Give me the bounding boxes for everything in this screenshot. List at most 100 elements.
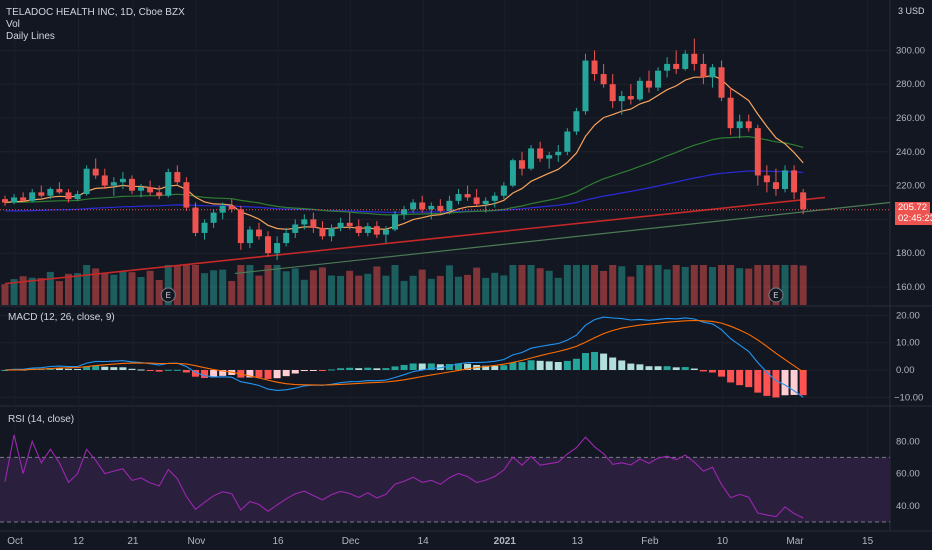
- volume-bar: [391, 265, 399, 305]
- price-tick-label: 300.00: [896, 45, 925, 56]
- candle-body: [727, 97, 734, 129]
- volume-bar: [636, 265, 644, 305]
- macd-histogram-bar: [400, 364, 408, 370]
- macd-histogram-bar: [164, 369, 172, 371]
- candle-body: [555, 151, 562, 156]
- candle-body: [128, 178, 135, 191]
- volume-bar: [654, 265, 662, 305]
- volume-bar: [74, 273, 82, 305]
- earnings-marker-icon: [160, 287, 176, 303]
- macd-histogram-bar: [681, 367, 689, 370]
- volume-bar: [473, 267, 481, 305]
- candle-body: [201, 222, 208, 233]
- macd-tick-label: −10.00: [894, 392, 923, 403]
- macd-histogram-bar: [291, 370, 299, 374]
- volume-bar: [155, 280, 163, 305]
- candle-body: [763, 175, 770, 183]
- rsi-line: [4, 434, 804, 519]
- price-tick-label: 280.00: [896, 79, 925, 90]
- candle-body: [246, 229, 253, 244]
- candle-body: [718, 67, 725, 98]
- macd-histogram-bar: [745, 370, 753, 388]
- macd-histogram-bar: [718, 370, 726, 377]
- volume-bar: [228, 281, 236, 305]
- candle-body: [156, 192, 163, 196]
- volume-bar: [382, 275, 390, 305]
- macd-histogram-bar: [173, 369, 181, 371]
- macd-histogram-bar: [309, 370, 317, 371]
- candle-body: [537, 148, 544, 159]
- time-tick-label: 14: [418, 536, 430, 547]
- candle-body: [165, 172, 172, 196]
- macd-histogram-bar: [119, 367, 127, 370]
- volume-bar: [609, 265, 617, 305]
- candle-body: [174, 172, 181, 183]
- volume-bar: [282, 271, 290, 305]
- volume-bar: [536, 268, 544, 305]
- volume-bar: [373, 266, 381, 305]
- candle-body: [473, 197, 480, 205]
- volume-bar: [799, 265, 807, 305]
- macd-histogram-bar: [246, 370, 254, 378]
- macd-histogram-bar: [600, 353, 608, 370]
- candle-body: [736, 121, 743, 129]
- macd-histogram-bar: [364, 367, 372, 370]
- candle-body: [119, 178, 126, 183]
- time-tick-label: 15: [862, 536, 874, 547]
- candle-body: [29, 192, 36, 201]
- macd-histogram-bar: [191, 370, 199, 377]
- macd-tick-label: 10.00: [896, 338, 920, 349]
- macd-histogram-bar: [210, 370, 218, 378]
- volume-bar: [527, 265, 535, 305]
- candle-body: [147, 187, 154, 193]
- countdown-tag: 02:45:23: [895, 213, 932, 225]
- macd-histogram-bar: [763, 370, 771, 396]
- macd-histogram-bar: [754, 370, 762, 393]
- macd-histogram-bar: [391, 366, 399, 370]
- candle-body: [255, 229, 262, 237]
- macd-histogram-bar: [518, 362, 526, 370]
- macd-label: MACD (12, 26, close, 9): [8, 312, 115, 323]
- macd-histogram-bar: [436, 364, 444, 370]
- time-tick-label: 21: [127, 536, 139, 547]
- candle-body: [772, 182, 779, 189]
- macd-histogram-bar: [727, 370, 735, 383]
- candle-body: [110, 182, 117, 186]
- macd-histogram-bar: [318, 370, 326, 371]
- candle-body: [373, 226, 380, 235]
- volume-bar: [645, 265, 653, 305]
- volume-bar: [518, 265, 526, 305]
- time-tick-label: Oct: [7, 536, 23, 547]
- volume-bar: [46, 271, 54, 305]
- macd-histogram-bar: [636, 364, 644, 370]
- macd-histogram-bar: [545, 361, 553, 370]
- candle-body: [301, 219, 308, 225]
- time-tick-label: 16: [272, 536, 284, 547]
- volume-bar: [554, 277, 562, 305]
- macd-histogram-bar: [500, 365, 508, 370]
- volume-bar: [128, 272, 136, 305]
- volume-bar: [318, 267, 326, 305]
- candle-body: [265, 236, 272, 254]
- candle-body: [292, 224, 299, 233]
- macd-histogram-bar: [382, 368, 390, 370]
- candle-body: [138, 187, 145, 191]
- candle-body: [591, 60, 598, 75]
- macd-histogram-bar: [373, 368, 381, 370]
- candle-body: [210, 212, 217, 223]
- volume-bar: [581, 265, 589, 305]
- macd-histogram-bar: [736, 370, 744, 386]
- macd-histogram-bar: [627, 363, 635, 370]
- volume-bar: [355, 275, 363, 305]
- volume-bar: [718, 265, 726, 305]
- volume-bar: [745, 268, 753, 305]
- macd-histogram-bar: [672, 367, 680, 370]
- candle-body: [573, 111, 580, 132]
- currency-selector[interactable]: 3 USD: [898, 6, 925, 16]
- volume-bar: [55, 281, 63, 305]
- volume-bar: [763, 265, 771, 305]
- daily-trendline-green: [234, 201, 891, 275]
- volume-bar: [19, 276, 27, 305]
- volume-bar: [273, 265, 281, 305]
